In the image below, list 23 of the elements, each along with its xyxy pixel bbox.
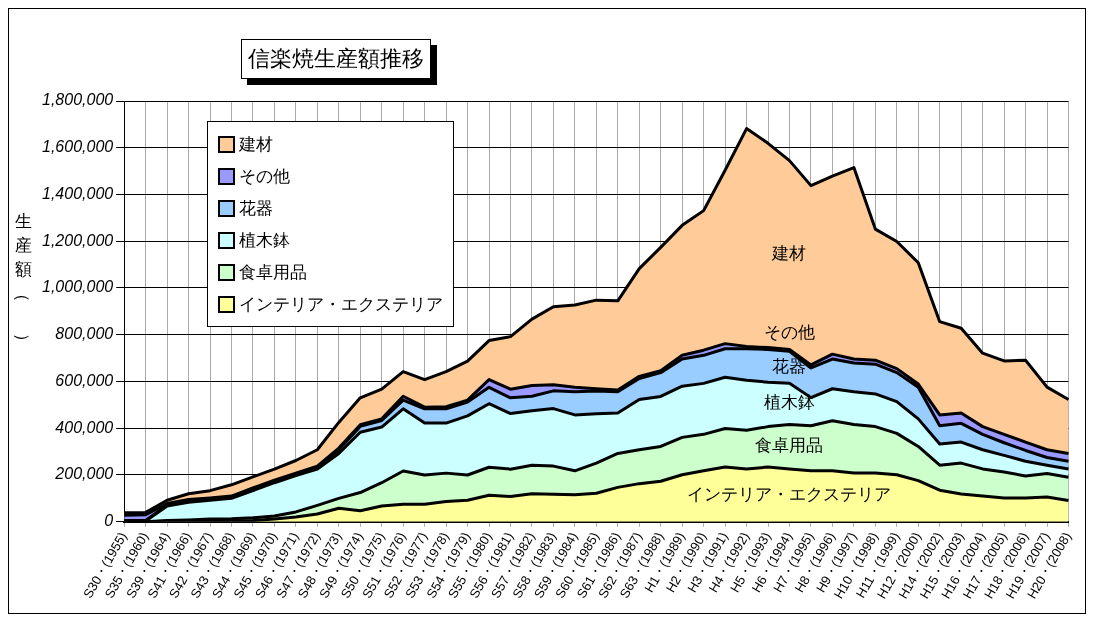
- text: インテリア・エクステリア: [687, 483, 892, 504]
- y-tick-label: 1,400,000: [41, 184, 114, 202]
- y-tick-label: 800,000: [55, 325, 114, 343]
- text: 建材: [772, 243, 807, 264]
- chart-title: 信楽焼生産額推移: [241, 39, 431, 79]
- legend-label: インテリア・エクステリア: [239, 292, 443, 316]
- y-tick-label: 400,000: [55, 418, 114, 436]
- y-tick-label: 1,800,000: [41, 91, 114, 109]
- y-tick-label: 0: [104, 512, 114, 530]
- text: 食卓用品: [755, 435, 824, 456]
- y-tick-label: 200,000: [54, 465, 114, 483]
- legend-label: 植木鉢: [239, 228, 290, 252]
- legend-label: 食卓用品: [239, 260, 307, 284]
- y-tick-label: 600,000: [55, 371, 114, 389]
- legend-label: 建材: [239, 132, 273, 156]
- y-tick-label: 1,000,000: [41, 278, 114, 296]
- legend-label: 花器: [239, 196, 273, 220]
- text: 植木鉢: [763, 392, 815, 413]
- text: その他: [763, 321, 815, 342]
- text: 生産額（ ）: [13, 211, 33, 350]
- y-tick-label: 1,200,000: [41, 231, 114, 249]
- legend-label: その他: [239, 164, 290, 188]
- y-tick-label: 1,600,000: [41, 138, 114, 156]
